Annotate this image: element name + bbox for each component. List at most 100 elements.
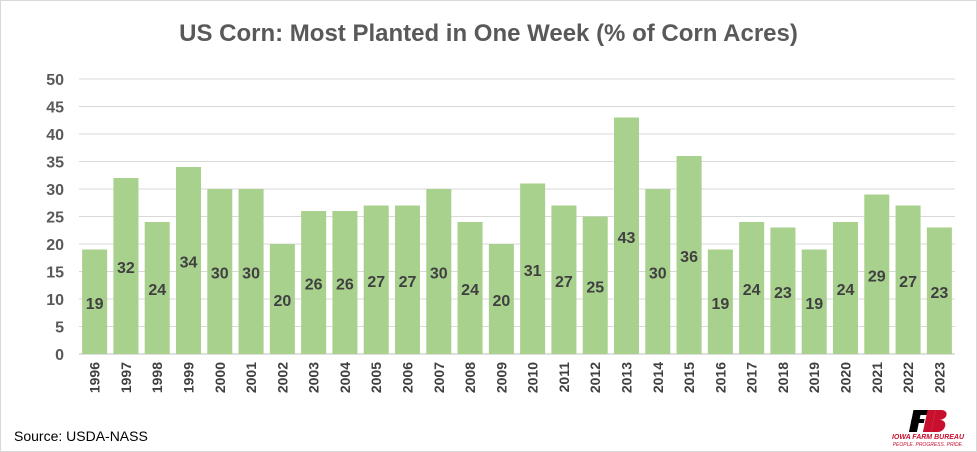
x-tick-label: 2010 <box>525 362 541 393</box>
bar <box>363 205 389 354</box>
x-tick-label: 1997 <box>118 362 134 393</box>
y-tick-label: 20 <box>46 237 64 254</box>
x-tick-label: 2004 <box>337 362 353 393</box>
x-tick-label: 2011 <box>556 362 572 393</box>
bars <box>82 117 952 354</box>
bar-value-label: 19 <box>86 296 104 313</box>
bar <box>238 189 264 354</box>
x-tick-label: 2007 <box>431 362 447 393</box>
y-axis-ticks: 0 5 10 15 20 25 30 35 40 45 50 <box>46 72 64 364</box>
bar-value-label: 25 <box>586 279 604 296</box>
bar <box>488 244 514 354</box>
bar <box>394 205 421 354</box>
bar <box>82 249 108 354</box>
bar-value-label: 27 <box>555 274 573 291</box>
bar-value-label: 26 <box>305 277 323 294</box>
logo-tagline: PEOPLE. PROGRESS. PRIDE. <box>892 442 964 448</box>
y-tick-label: 5 <box>55 320 64 337</box>
bar-value-label: 20 <box>273 293 291 310</box>
bar-value-label: 24 <box>837 282 855 299</box>
bar <box>613 117 640 354</box>
x-tick-label: 2000 <box>212 362 228 393</box>
bar <box>113 178 139 354</box>
logo-name: IOWA FARM BUREAU <box>891 434 965 441</box>
bar <box>269 244 295 354</box>
x-tick-label: 2018 <box>775 362 791 393</box>
bar <box>551 205 577 354</box>
x-tick-label: 2021 <box>869 362 885 393</box>
bar <box>582 216 608 354</box>
x-tick-label: 2014 <box>650 362 666 393</box>
bar <box>801 249 827 354</box>
bar <box>645 189 671 354</box>
x-tick-label: 2013 <box>619 362 635 393</box>
bar-value-label: 43 <box>618 230 636 247</box>
bar <box>926 227 952 354</box>
bar-value-label: 30 <box>649 266 667 283</box>
bar-value-label: 23 <box>774 285 792 302</box>
y-tick-label: 25 <box>46 210 64 227</box>
x-tick-label: 2023 <box>931 362 947 393</box>
y-tick-label: 40 <box>46 127 64 144</box>
x-tick-label: 2005 <box>368 362 384 393</box>
bar-value-label: 32 <box>117 260 135 277</box>
x-tick-label: 2022 <box>900 362 916 393</box>
x-tick-label: 2017 <box>744 362 760 393</box>
bar <box>457 222 483 354</box>
x-tick-label: 2020 <box>838 362 854 393</box>
x-tick-label: 1999 <box>181 362 197 393</box>
chart-title: US Corn: Most Planted in One Week (% of … <box>179 20 798 47</box>
bar-value-label: 20 <box>492 293 510 310</box>
x-tick-label: 2002 <box>274 362 290 393</box>
bar-value-label: 26 <box>336 277 354 294</box>
bar-value-label: 34 <box>180 255 198 272</box>
bar-value-label: 23 <box>930 285 948 302</box>
y-tick-label: 15 <box>46 265 64 282</box>
bar <box>207 189 233 354</box>
data-labels: 19 32 24 34 30 30 20 26 26 27 27 30 24 20 31 27 25 43 30 36… <box>86 230 949 313</box>
bar <box>895 205 921 354</box>
bar <box>144 222 170 354</box>
x-tick-label: 2016 <box>712 362 728 393</box>
bar <box>426 189 452 354</box>
y-tick-label: 30 <box>46 182 64 199</box>
bar-value-label: 30 <box>430 266 448 283</box>
bar <box>707 249 733 354</box>
bar <box>832 222 859 354</box>
y-tick-label: 10 <box>46 292 64 309</box>
x-tick-label: 2012 <box>587 362 603 393</box>
x-tick-label: 2006 <box>400 362 416 393</box>
bar-value-label: 24 <box>461 282 479 299</box>
bar <box>864 194 890 354</box>
bar-value-label: 27 <box>399 274 417 291</box>
y-tick-label: 45 <box>46 100 64 117</box>
bar <box>175 167 202 354</box>
x-tick-label: 2019 <box>806 362 822 393</box>
bar-value-label: 24 <box>743 282 761 299</box>
x-tick-label: 2009 <box>493 362 509 393</box>
x-tick-label: 2008 <box>462 362 478 393</box>
y-tick-label: 35 <box>46 155 64 172</box>
x-tick-label: 2003 <box>306 362 322 393</box>
bar-value-label: 27 <box>367 274 385 291</box>
bar-value-label: 30 <box>211 266 229 283</box>
x-tick-label: 2015 <box>681 362 697 393</box>
bar-value-label: 19 <box>711 296 729 313</box>
bar <box>332 211 358 354</box>
bar <box>301 211 327 354</box>
farm-bureau-logo: IOWA FARM BUREAU PEOPLE. PROGRESS. PRIDE… <box>882 408 974 450</box>
source-note: Source: USDA-NASS <box>14 428 148 444</box>
y-tick-label: 0 <box>55 347 64 364</box>
y-tick-label: 50 <box>46 72 64 89</box>
bar <box>520 183 546 354</box>
bar-value-label: 27 <box>899 274 917 291</box>
bar <box>739 222 765 354</box>
x-tick-label: 2001 <box>243 362 259 393</box>
bar-value-label: 31 <box>524 263 542 280</box>
bar <box>770 227 796 354</box>
fb-logo-icon <box>908 410 947 432</box>
bar-value-label: 30 <box>242 266 260 283</box>
bar-value-label: 24 <box>148 282 166 299</box>
bar-value-label: 29 <box>868 268 886 285</box>
